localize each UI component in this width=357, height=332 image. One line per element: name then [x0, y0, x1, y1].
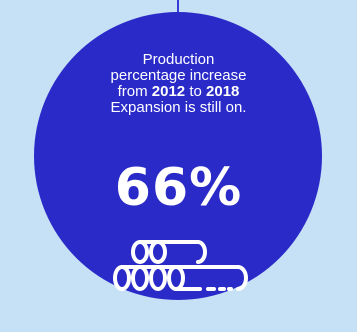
caption-line-1: Production: [142, 51, 215, 68]
stat-value: 66%: [114, 158, 243, 218]
stat-circle: [34, 12, 322, 300]
stat-caption: Production percentage increase from 2012…: [0, 52, 357, 116]
caption-line-2: percentage increase: [110, 67, 247, 84]
caption-line-4: Expansion is still on.: [110, 99, 247, 116]
caption-line-3: from 2012 to 2018: [0, 84, 357, 100]
year-start: 2012: [151, 83, 186, 100]
pipes-icon: [113, 240, 248, 291]
caption-from-text: from: [117, 83, 152, 100]
top-connector-line: [177, 0, 179, 14]
year-end: 2018: [206, 83, 240, 100]
caption-to-text: to: [185, 83, 207, 100]
